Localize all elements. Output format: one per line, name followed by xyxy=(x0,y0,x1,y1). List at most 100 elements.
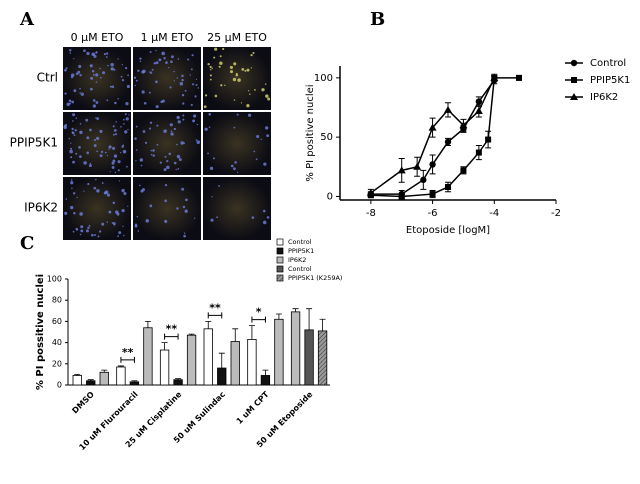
nucleus xyxy=(153,62,156,65)
nucleus xyxy=(195,139,198,141)
nucleus xyxy=(95,73,99,77)
error-bar xyxy=(74,374,81,376)
nucleus xyxy=(79,130,83,135)
nucleus xyxy=(139,57,142,60)
nucleus xyxy=(101,182,104,184)
data-point xyxy=(515,74,522,81)
data-point xyxy=(460,167,467,174)
nucleus xyxy=(264,126,269,130)
nucleus xyxy=(92,74,95,76)
nucleus xyxy=(260,138,262,141)
nucleus xyxy=(112,133,115,136)
nucleus xyxy=(150,149,153,152)
nucleus xyxy=(156,143,159,146)
nucleus xyxy=(176,207,179,210)
legend-label: IP6K2 xyxy=(288,256,306,264)
nucleus xyxy=(114,171,117,174)
nucleus xyxy=(169,86,172,89)
y-tick-label: 0 xyxy=(57,381,62,390)
nucleus xyxy=(105,52,109,55)
nucleus xyxy=(144,141,148,144)
significance-label: ** xyxy=(166,323,178,336)
nucleus xyxy=(233,167,236,171)
nucleus xyxy=(233,126,236,129)
nucleus xyxy=(125,67,128,70)
row-label: IP6K2 xyxy=(24,201,58,215)
nucleus xyxy=(237,78,241,82)
bar xyxy=(317,330,328,386)
data-point xyxy=(429,191,436,198)
nucleus xyxy=(159,161,162,164)
nucleus xyxy=(79,73,82,77)
nucleus xyxy=(119,152,122,154)
bar xyxy=(116,366,126,386)
nucleus xyxy=(197,87,200,89)
error-bar xyxy=(175,378,182,380)
nucleus xyxy=(106,154,109,157)
nucleus xyxy=(95,51,98,54)
nucleus xyxy=(121,188,125,193)
nucleus xyxy=(95,81,98,83)
nucleus xyxy=(229,65,233,70)
nucleus xyxy=(64,211,68,215)
nucleus xyxy=(256,135,260,139)
nucleus xyxy=(135,125,138,128)
micrograph xyxy=(203,177,271,240)
nucleus xyxy=(207,152,209,155)
nucleus xyxy=(69,149,73,154)
nucleus xyxy=(108,145,112,149)
nucleus xyxy=(72,230,75,233)
nucleus xyxy=(70,147,73,150)
nucleus xyxy=(120,75,123,78)
nucleus xyxy=(71,127,74,131)
nucleus xyxy=(100,150,104,153)
nucleus xyxy=(90,76,94,80)
panel-label: B xyxy=(370,9,385,30)
nucleus xyxy=(114,101,117,105)
nucleus xyxy=(79,212,83,216)
nucleus xyxy=(134,137,137,140)
bar xyxy=(86,380,96,386)
nucleus xyxy=(136,149,138,151)
micrograph xyxy=(133,112,201,175)
nucleus xyxy=(88,164,92,168)
nucleus xyxy=(213,56,216,59)
bar xyxy=(72,375,82,386)
nucleus xyxy=(63,125,67,130)
series-line xyxy=(370,77,519,198)
panel-b: B -8 -6 -4 -2 0 50 100 Etoposide [logM] % PI posi… xyxy=(305,9,630,236)
bar xyxy=(143,327,153,386)
nucleus xyxy=(216,216,219,219)
nucleus xyxy=(122,149,127,154)
error-bar xyxy=(232,328,239,342)
panel-a: A 0 μM ETO 1 μM ETO 25 μM ETO Ctrl PPIP5K1 IP6… xyxy=(10,9,271,240)
nucleus xyxy=(114,133,118,136)
micrograph xyxy=(133,47,201,110)
row-label: PPIP5K1 xyxy=(10,136,58,150)
error-bar xyxy=(319,318,326,331)
nucleus xyxy=(218,65,221,68)
data-point xyxy=(398,193,405,200)
nucleus xyxy=(111,221,114,224)
nucleus xyxy=(173,127,176,131)
nucleus xyxy=(151,68,154,71)
nucleus xyxy=(143,101,147,105)
nucleus xyxy=(111,166,115,169)
nucleus xyxy=(210,218,214,222)
nucleus xyxy=(179,81,184,86)
nucleus xyxy=(90,87,93,91)
nucleus xyxy=(266,134,270,138)
nucleus xyxy=(107,64,109,67)
x-tick-label: -4 xyxy=(489,208,499,219)
nucleus xyxy=(70,179,73,181)
nucleus xyxy=(112,201,116,205)
nucleus xyxy=(86,136,90,140)
nucleus xyxy=(95,101,99,104)
nucleus xyxy=(163,57,166,60)
nucleus xyxy=(121,145,124,148)
bar xyxy=(203,328,213,386)
nucleus xyxy=(141,90,145,94)
nucleus xyxy=(204,127,208,131)
legend-label: PPIP5K1 (K259A) xyxy=(288,274,342,282)
nucleus xyxy=(224,84,226,86)
